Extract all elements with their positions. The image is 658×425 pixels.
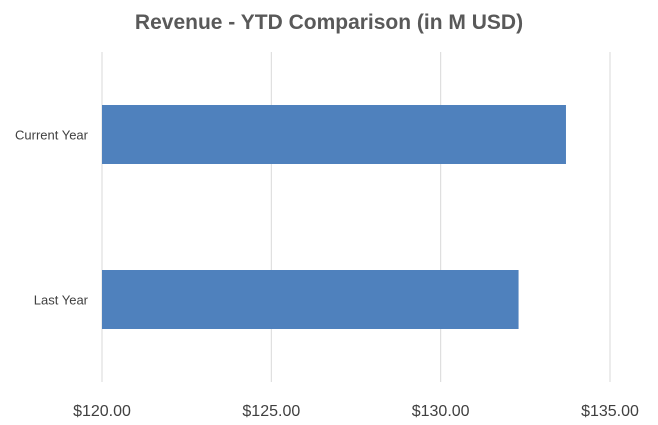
bar-last-year [102,270,519,329]
bar-current-year [102,105,566,164]
x-tick-label: $130.00 [412,403,470,420]
category-label: Last Year [34,293,89,308]
chart-title: Revenue - YTD Comparison (in M USD) [135,11,523,34]
x-axis-tick-labels: $120.00 $125.00 $130.00 $135.00 [73,403,639,420]
gridlines [101,52,611,382]
category-labels: Current Year Last Year [15,128,89,308]
x-tick-label: $125.00 [242,403,300,420]
x-tick-label: $120.00 [73,403,131,420]
x-tick-label: $135.00 [581,403,639,420]
bars [102,105,566,329]
category-label: Current Year [15,128,89,143]
